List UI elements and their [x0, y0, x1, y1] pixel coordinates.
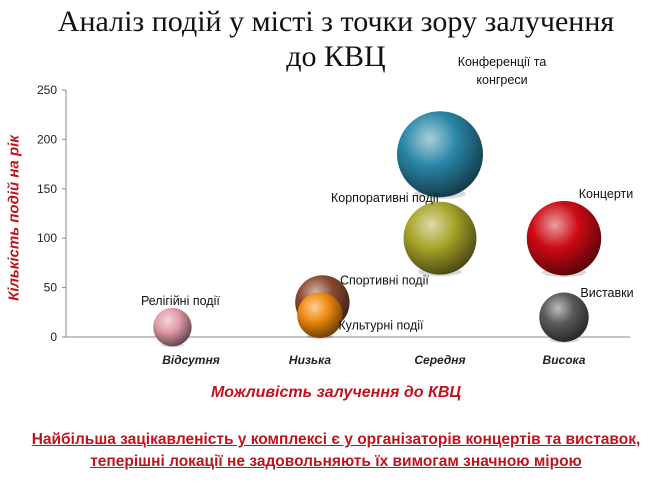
title-line-2: до КВЦ: [286, 40, 386, 73]
y-tick-label: 0: [50, 330, 57, 344]
y-tick-label: 200: [37, 132, 57, 146]
conclusion-line-2: теперішні локації не задовольняють їх ви…: [90, 453, 582, 470]
page-title: Аналіз подій у місті з точки зору залуче…: [0, 4, 672, 74]
y-tick-label: 50: [44, 281, 58, 295]
y-tick-label: 100: [37, 231, 57, 245]
conclusion-line-1: Найбільша зацікавленість у комплексі є у…: [31, 431, 641, 448]
bubble-label: Виставки: [580, 286, 633, 300]
x-category-label: Відсутня: [162, 353, 220, 367]
bubble: [153, 307, 192, 347]
y-tick-label: 150: [37, 182, 57, 196]
bubble-chart: 0 50 100 150 200 250 Відсутня Низька Середня Висо…: [37, 55, 634, 367]
x-axis-label: Можливість залучення до КВЦ: [210, 384, 462, 401]
conclusion-text: Найбільша зацікавленість у комплексі є у…: [0, 429, 672, 473]
bubble: [397, 111, 483, 198]
title-line-1: Аналіз подій у місті з точки зору залуче…: [57, 5, 615, 38]
bubble-label: Корпоративні події: [331, 191, 440, 205]
bubble-label: Спортивні події: [340, 273, 429, 287]
x-category-label: Висока: [543, 353, 586, 367]
bubble-label: Конференції та конгреси: [458, 55, 547, 87]
x-category-label: Середня: [414, 353, 465, 367]
x-category-label: Низька: [289, 353, 331, 367]
y-axis-label: Кількість подій на рік: [5, 135, 23, 301]
bubble-label: Релігійні події: [141, 294, 220, 308]
bubble: [526, 200, 602, 276]
bubble: [297, 292, 343, 339]
bubble: [539, 292, 589, 342]
y-tick-label: 250: [37, 83, 57, 97]
bubble-label: Культурні події: [338, 318, 424, 332]
bubble-label: Концерти: [579, 187, 634, 201]
bubble: [403, 201, 477, 275]
